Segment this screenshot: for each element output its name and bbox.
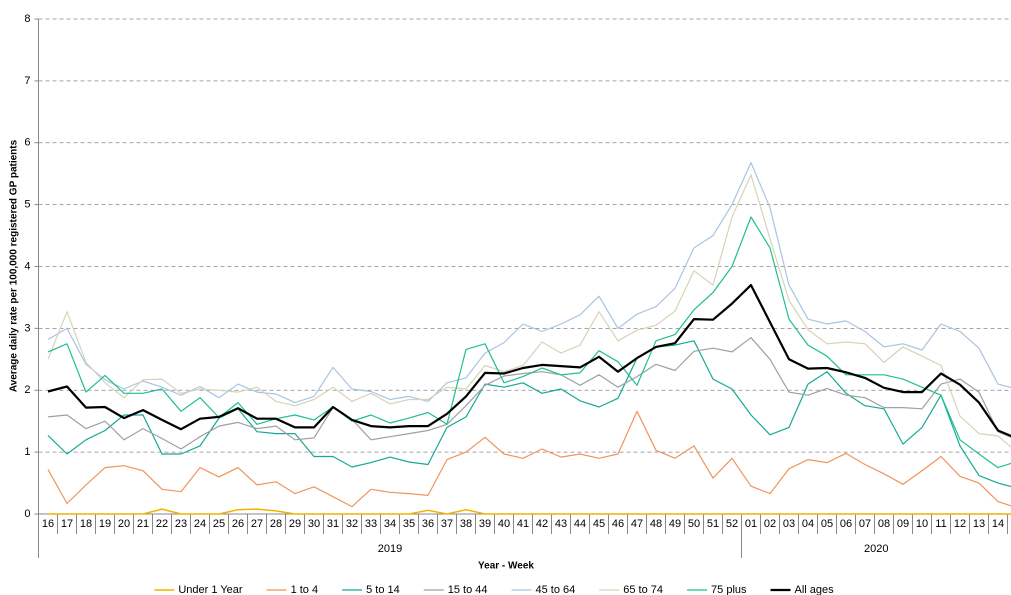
series-line	[47, 216, 1011, 469]
legend-label: 75 plus	[711, 584, 747, 595]
x-tick-label: 45	[593, 518, 605, 530]
y-tick-label: 1	[24, 446, 30, 458]
x-tick-label: 22	[156, 518, 168, 530]
legend-label: Under 1 Year	[178, 584, 243, 595]
x-tick-label: 18	[80, 518, 92, 530]
y-tick-label: 7	[24, 75, 30, 87]
x-tick-label: 16	[42, 518, 54, 530]
x-tick-label: 52	[726, 518, 738, 530]
legend-label: 1 to 4	[291, 584, 319, 595]
series-line	[47, 410, 1011, 508]
x-tick-label: 28	[270, 518, 282, 530]
y-axis-title: Average daily rate per 100,000 registere…	[9, 139, 20, 392]
y-tick-label: 3	[24, 322, 30, 334]
series-line	[48, 508, 1011, 515]
x-tick-label: 06	[840, 518, 852, 530]
y-tick-label: 2	[24, 384, 30, 396]
x-tick-label: 08	[878, 518, 890, 530]
x-tick-label: 40	[498, 518, 510, 530]
x-tick-label: 43	[555, 518, 567, 530]
group-label: 2020	[864, 543, 888, 555]
x-tick-label: 25	[213, 518, 225, 530]
x-tick-label: 03	[783, 518, 795, 530]
y-tick-label: 0	[24, 508, 30, 520]
x-tick-label: 42	[536, 518, 548, 530]
legend-label: 45 to 64	[536, 584, 576, 595]
y-tick-label: 5	[24, 199, 30, 211]
x-tick-label: 36	[422, 518, 434, 530]
x-tick-label: 17	[61, 518, 73, 530]
x-tick-label: 30	[308, 518, 320, 530]
x-tick-label: 31	[327, 518, 339, 530]
series-line	[47, 284, 1011, 438]
x-tick-label: 01	[745, 518, 757, 530]
x-tick-label: 24	[194, 518, 206, 530]
x-tick-label: 47	[631, 518, 643, 530]
x-tick-label: 33	[365, 518, 377, 530]
x-tick-label: 48	[650, 518, 662, 530]
x-axis-title: Year - Week	[478, 561, 534, 572]
x-tick-label: 41	[517, 518, 529, 530]
x-tick-label: 44	[574, 518, 586, 530]
x-tick-label: 35	[403, 518, 415, 530]
x-tick-label: 09	[897, 518, 909, 530]
legend-label: 15 to 44	[448, 584, 488, 595]
series-line	[47, 337, 1011, 450]
x-tick-label: 20	[118, 518, 130, 530]
legend-label: 5 to 14	[366, 584, 400, 595]
x-tick-label: 10	[916, 518, 928, 530]
legend-label: 65 to 74	[623, 584, 663, 595]
x-tick-label: 21	[137, 518, 149, 530]
x-tick-label: 02	[764, 518, 776, 530]
x-tick-label: 04	[802, 518, 814, 530]
x-tick-label: 14	[992, 518, 1004, 530]
y-tick-label: 6	[24, 137, 30, 149]
x-tick-label: 12	[954, 518, 966, 530]
x-tick-label: 50	[688, 518, 700, 530]
group-label: 2019	[378, 543, 402, 555]
x-tick-label: 05	[821, 518, 833, 530]
series-line	[47, 162, 1011, 404]
series-line	[47, 174, 1011, 448]
x-tick-label: 46	[612, 518, 624, 530]
x-tick-label: 49	[669, 518, 681, 530]
x-tick-label: 29	[289, 518, 301, 530]
x-tick-label: 13	[973, 518, 985, 530]
x-tick-label: 19	[99, 518, 111, 530]
x-tick-label: 39	[479, 518, 491, 530]
y-tick-label: 8	[24, 13, 30, 25]
x-tick-label: 51	[707, 518, 719, 530]
x-tick-label: 11	[935, 518, 946, 530]
x-tick-label: 32	[346, 518, 358, 530]
legend-label: All ages	[795, 584, 835, 595]
x-tick-label: 38	[460, 518, 472, 530]
x-tick-label: 26	[232, 518, 244, 530]
x-tick-label: 34	[384, 518, 396, 530]
x-tick-label: 27	[251, 518, 263, 530]
x-tick-label: 07	[859, 518, 871, 530]
x-tick-label: 37	[441, 518, 453, 530]
y-tick-label: 4	[24, 260, 30, 272]
x-tick-label: 23	[175, 518, 187, 530]
